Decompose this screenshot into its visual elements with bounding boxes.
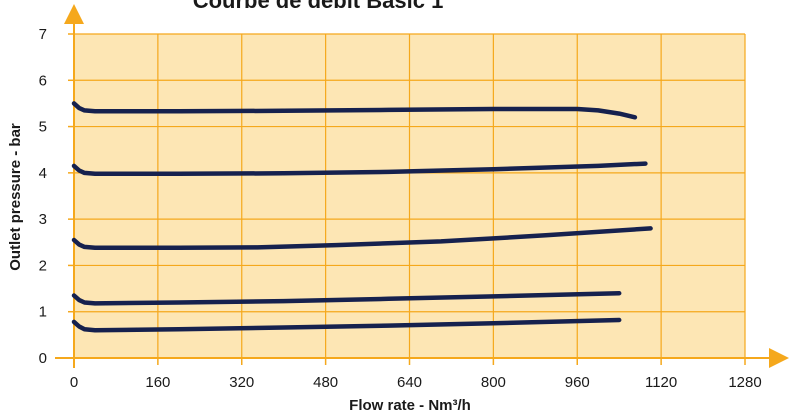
y-tick-label: 7: [39, 26, 47, 43]
y-tick-label: 2: [39, 257, 47, 274]
y-tick-label: 4: [39, 165, 47, 182]
x-tick-label: 640: [397, 374, 422, 391]
x-tick-label: 480: [313, 374, 338, 391]
x-tick-label: 960: [565, 374, 590, 391]
x-tick-label: 320: [229, 374, 254, 391]
y-tick-label: 6: [39, 72, 47, 89]
tick-labels: 0 160 320 480 640 800 960 1120 1280 0 1 2 3 4 5 6 7: [39, 26, 762, 391]
y-tick-label: 0: [39, 350, 47, 367]
y-tick-label: 5: [39, 119, 47, 136]
series-line-2: [71, 161, 648, 177]
series-line-5: [71, 317, 622, 333]
y-axis-label: Outlet pressure - bar: [7, 123, 24, 271]
x-tick-label: 0: [70, 374, 78, 391]
x-axis-label: Flow rate - Nm³/h: [349, 397, 471, 414]
x-tick-label: 800: [481, 374, 506, 391]
y-tick-label: 3: [39, 211, 47, 228]
x-tick-label: 160: [145, 374, 170, 391]
gridlines: [74, 33, 746, 358]
chart-title: Courbe de débit Basic 1: [193, 0, 444, 13]
series-line-1: [71, 101, 638, 120]
series-line-4: [71, 290, 622, 306]
axes: [55, 4, 789, 368]
x-tick-label: 1280: [728, 374, 761, 391]
series-lines: [71, 101, 653, 333]
x-tick-label: 1120: [645, 374, 677, 391]
y-tick-label: 1: [39, 304, 47, 321]
series-line-3: [71, 226, 653, 251]
